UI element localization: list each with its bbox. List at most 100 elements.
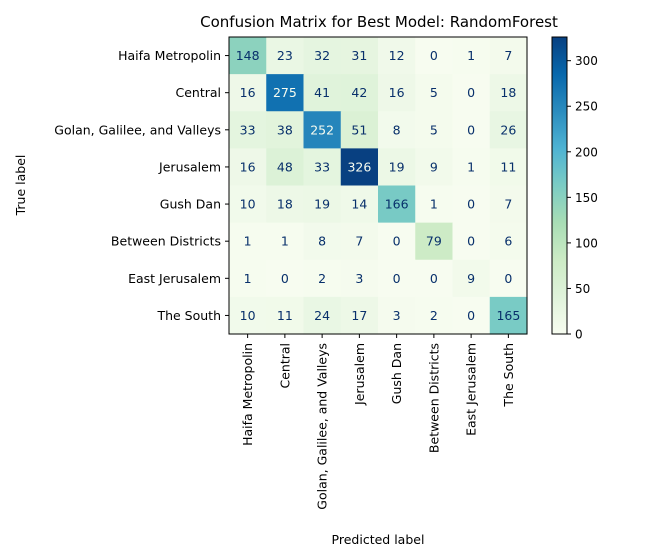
cell-value-label: 16 — [240, 159, 256, 174]
cell-value-label: 252 — [310, 122, 334, 137]
x-tick-label-the-south: The South — [501, 343, 516, 408]
cell-value-label: 12 — [389, 48, 405, 63]
y-tick-label-central: Central — [175, 85, 221, 100]
heatmap-cell — [378, 74, 416, 112]
heatmap-cell — [452, 74, 491, 112]
cell-value-label: 165 — [496, 308, 520, 323]
cell-value-label: 6 — [504, 234, 512, 249]
heatmap-cell — [266, 111, 305, 149]
cell-value-label: 1 — [244, 234, 252, 249]
cell-value-label: 0 — [281, 271, 289, 286]
heatmap-cell — [229, 111, 267, 149]
cell-value-label: 0 — [467, 197, 475, 212]
cell-value-label: 24 — [314, 308, 330, 323]
heatmap-cell — [303, 296, 342, 335]
cell-value-label: 5 — [430, 85, 438, 100]
y-tick-label-east-jerusalem: East Jerusalem — [128, 271, 221, 286]
cell-value-label: 11 — [277, 308, 293, 323]
cell-value-label: 2 — [430, 308, 438, 323]
cell-value-label: 19 — [389, 159, 405, 174]
x-tick-label-central: Central — [277, 343, 292, 389]
x-tick-label-haifa-metropolin: Haifa Metropolin — [240, 343, 255, 446]
colorbar-tick-label: 300 — [575, 54, 598, 68]
heatmap-cell — [452, 259, 491, 298]
heatmap-cell — [340, 111, 379, 149]
heatmap-cell — [266, 37, 305, 75]
cell-value-label: 32 — [314, 48, 330, 63]
cell-value-label: 0 — [467, 234, 475, 249]
cell-value-label: 1 — [244, 271, 252, 286]
x-tick-label-golan-galilee-and-valleys: Golan, Galilee, and Valleys — [315, 343, 330, 510]
heatmap-cell — [303, 222, 342, 261]
cell-value-label: 42 — [351, 85, 367, 100]
heatmap-cell — [266, 148, 305, 187]
cell-value-label: 5 — [430, 122, 438, 137]
x-tick-label-east-jerusalem: East Jerusalem — [464, 343, 479, 436]
heatmap-cell — [489, 259, 528, 298]
cell-value-label: 0 — [430, 48, 438, 63]
heatmap-cell — [489, 148, 528, 187]
cell-value-label: 1 — [281, 234, 289, 249]
cell-value-label: 0 — [393, 271, 401, 286]
heatmap-cell — [303, 74, 342, 112]
heatmap-cell — [452, 37, 491, 75]
heatmap-cell — [340, 37, 379, 75]
cell-value-label: 3 — [393, 308, 401, 323]
heatmap-cell — [340, 296, 379, 335]
y-tick-label-gush-dan: Gush Dan — [160, 197, 221, 212]
cell-value-label: 33 — [240, 122, 256, 137]
heatmap-cell — [229, 296, 267, 335]
cell-value-label: 11 — [500, 159, 516, 174]
chart-title: Confusion Matrix for Best Model: RandomF… — [200, 13, 558, 31]
cell-value-label: 17 — [351, 308, 367, 323]
heatmap-cell — [489, 222, 528, 261]
heatmap-cell — [340, 259, 379, 298]
heatmap-cell — [452, 148, 491, 187]
cell-value-label: 7 — [355, 234, 363, 249]
heatmap-cell — [378, 185, 416, 224]
colorbar-tick-label: 0 — [575, 328, 583, 342]
colorbar: 0 50 100 150 200 250 300 — [551, 36, 598, 342]
cell-value-label: 33 — [314, 159, 330, 174]
heatmap-cell — [489, 37, 528, 75]
cell-value-label: 166 — [385, 197, 409, 212]
heatmap-cell — [489, 296, 528, 335]
cell-value-label: 0 — [467, 122, 475, 137]
x-tick-label-between-districts: Between Districts — [426, 343, 441, 453]
colorbar-tick-label: 150 — [575, 191, 598, 205]
heatmap-cell — [229, 185, 267, 224]
heatmap-cell — [303, 37, 342, 75]
cell-value-label: 10 — [240, 308, 256, 323]
heatmap-cell — [378, 37, 416, 75]
cell-value-label: 1 — [467, 48, 475, 63]
cell-value-label: 9 — [430, 159, 438, 174]
x-axis-ticks: Haifa Metropolin Central Golan, Galilee, a… — [240, 334, 516, 510]
heatmap-cell — [489, 74, 528, 112]
heatmap-cell — [266, 296, 305, 335]
heatmap-cell — [452, 185, 491, 224]
heatmap-cell — [340, 148, 379, 187]
heatmap-cell — [229, 148, 267, 187]
heatmap-cell — [378, 111, 416, 149]
heatmap-cell — [452, 296, 491, 335]
cell-value-label: 326 — [347, 159, 371, 174]
cell-value-label: 23 — [277, 48, 293, 63]
cell-value-label: 14 — [351, 197, 367, 212]
heatmap-cell — [415, 111, 454, 149]
heatmap-cell — [415, 37, 454, 75]
cell-value-label: 18 — [277, 197, 293, 212]
heatmap-cell — [415, 74, 454, 112]
cell-value-label: 1 — [430, 197, 438, 212]
x-tick-label-jerusalem: Jerusalem — [352, 343, 367, 406]
cell-value-label: 38 — [277, 122, 293, 137]
heatmap-cell — [303, 185, 342, 224]
cell-value-label: 1 — [467, 159, 475, 174]
heatmap-cell — [452, 111, 491, 149]
heatmap-cell — [229, 37, 267, 75]
heatmap-cells — [229, 37, 528, 335]
cell-value-label: 0 — [393, 234, 401, 249]
cell-value-label: 275 — [273, 85, 297, 100]
cell-value-label: 19 — [314, 197, 330, 212]
heatmap-cell — [415, 185, 454, 224]
